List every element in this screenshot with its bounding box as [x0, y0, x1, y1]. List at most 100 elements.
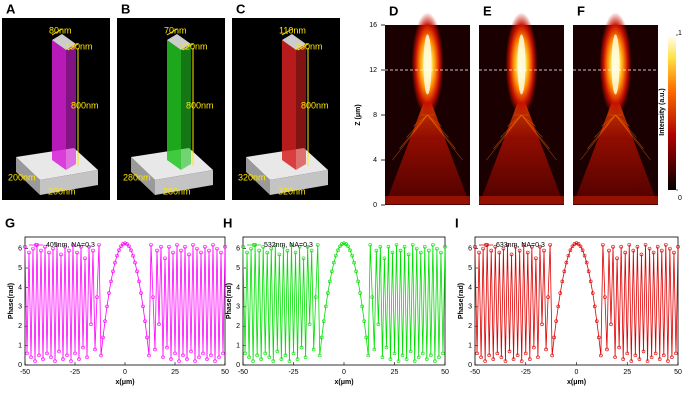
phase-point	[45, 351, 49, 356]
phase-point	[366, 353, 371, 358]
phase-point	[73, 351, 77, 356]
phase-point	[289, 242, 294, 247]
substrate-front	[246, 157, 270, 195]
phase-point	[75, 250, 79, 255]
phase-point	[489, 248, 494, 253]
phase-point	[505, 242, 510, 247]
phase-point	[171, 250, 175, 255]
y-tick-label: 8	[373, 112, 377, 119]
phase-point	[513, 244, 518, 249]
phase-point	[542, 248, 546, 253]
phase-point	[43, 244, 47, 249]
phase-point	[251, 359, 255, 363]
legend-label: 532nm, NA=0.3	[264, 242, 313, 249]
phase-point	[245, 250, 249, 255]
y-tick-label: 6	[468, 245, 472, 252]
phase-point	[193, 359, 197, 363]
phase-point	[414, 246, 419, 251]
phase-point	[609, 322, 613, 327]
phase-point	[479, 355, 483, 360]
phase-point	[566, 253, 571, 258]
phase-point	[63, 244, 67, 249]
phase-point	[493, 244, 498, 249]
pillar-top	[167, 34, 191, 50]
phase-point	[364, 335, 369, 340]
phase-point	[137, 279, 141, 284]
phase-point	[576, 242, 581, 246]
phase-point	[599, 353, 603, 358]
phase-point	[483, 359, 487, 363]
panel-label: H	[223, 215, 232, 230]
y-tick-label: 0	[373, 202, 377, 209]
phase-point	[165, 345, 169, 350]
phase-point	[97, 242, 101, 247]
phase-point	[655, 244, 660, 249]
substrate-front	[131, 157, 155, 195]
phase-point	[635, 244, 640, 249]
phase-point	[578, 244, 583, 249]
phase-point	[161, 355, 165, 360]
phase-point	[427, 248, 431, 253]
phase-point	[87, 244, 91, 249]
phase-point	[91, 248, 95, 253]
y-tick-label: 1	[236, 342, 240, 349]
phase-point	[338, 244, 342, 249]
phase-point	[519, 359, 524, 363]
phase-point	[534, 256, 538, 261]
phase-point	[435, 246, 439, 251]
phase-point	[641, 349, 646, 354]
phase-point	[562, 269, 567, 274]
y-tick-label: 2	[18, 323, 22, 330]
y-tick-label: 5	[468, 265, 472, 272]
x-tick-label: 25	[171, 369, 179, 376]
phase-point	[412, 359, 417, 363]
phase-point	[324, 304, 328, 309]
x-tick-label: -50	[20, 369, 30, 376]
phase-point	[532, 345, 536, 350]
phase-point	[99, 353, 103, 358]
phase-point	[422, 244, 427, 249]
x-tick-label: 0	[342, 369, 346, 376]
phase-point	[666, 359, 670, 363]
phase-point	[113, 260, 117, 265]
phase-point	[109, 279, 113, 284]
phase-point	[433, 359, 437, 363]
phase-point	[406, 252, 411, 257]
phase-point	[277, 252, 282, 257]
phase-point	[402, 244, 407, 249]
phase-point	[221, 351, 225, 356]
phase-point	[668, 246, 672, 251]
phase-point	[674, 351, 678, 356]
phase-point	[107, 291, 111, 295]
phase-point	[497, 250, 502, 255]
phase-point	[659, 248, 664, 253]
phase-point	[261, 244, 266, 249]
y-tick-label: 16	[369, 22, 377, 29]
phase-point	[607, 248, 611, 253]
phase-point	[111, 269, 115, 274]
phase-point	[503, 359, 508, 363]
phase-point	[203, 244, 207, 249]
phase-point	[639, 252, 644, 257]
dimension-line	[182, 43, 194, 51]
heatmap-cone	[385, 92, 470, 205]
phase-point	[263, 351, 268, 356]
phase-point	[151, 295, 155, 299]
phase-point	[362, 319, 367, 323]
phase-point	[631, 248, 636, 253]
phase-point	[199, 250, 203, 255]
phase-point	[283, 353, 288, 358]
phase-point	[247, 355, 251, 360]
phase-point	[265, 250, 270, 255]
phase-point	[481, 246, 485, 251]
x-tick-label: 50	[221, 369, 229, 376]
legend-marker	[483, 242, 489, 248]
phase-point	[211, 242, 215, 247]
phase-point	[525, 250, 530, 255]
dimension-label: 800nm	[71, 100, 99, 110]
colorbar-tick-label: 0	[678, 195, 682, 202]
phase-point	[117, 248, 121, 252]
dimension-label: 280nm	[163, 186, 191, 196]
phase-point	[429, 353, 433, 358]
